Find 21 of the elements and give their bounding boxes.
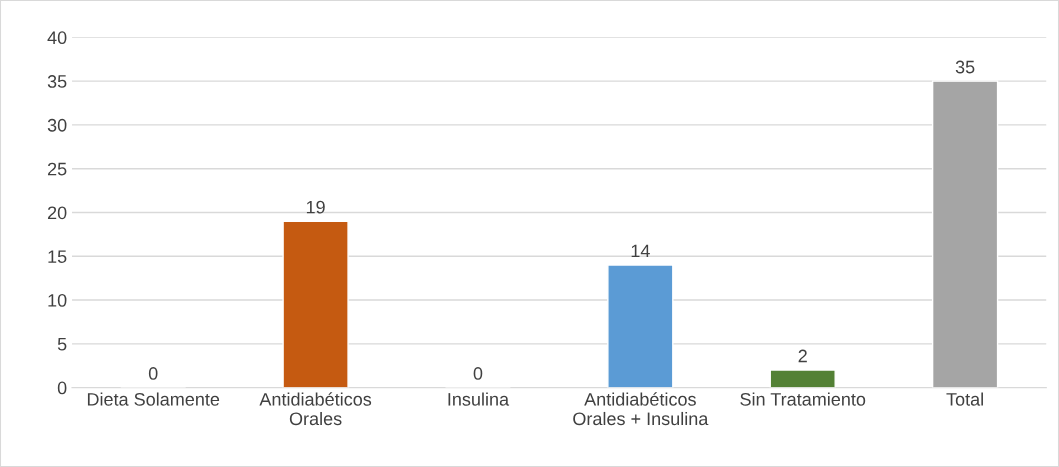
data-label: 14 — [631, 244, 650, 258]
data-label: 0 — [473, 367, 483, 380]
x-tick-label: Antidiabéticos Orales + Insulina — [573, 392, 709, 426]
y-tick-label: 40 — [47, 31, 67, 45]
y-tick-label: 15 — [48, 250, 67, 263]
data-label: 35 — [955, 60, 975, 74]
x-tick-label: Total — [946, 392, 983, 406]
y-tick-label: 5 — [57, 337, 67, 351]
x-tick-label: Insulina — [448, 392, 510, 406]
x-tick-label: Dieta Solamente — [87, 392, 220, 406]
y-tick-label: 35 — [47, 75, 67, 88]
y-tick-label: 30 — [47, 118, 67, 132]
x-tick-label: Antidiabéticos Orales — [259, 392, 372, 426]
data-label: 0 — [148, 367, 158, 380]
data-label: 2 — [798, 349, 807, 363]
y-tick-label: 10 — [48, 293, 67, 307]
y-tick-label: 0 — [57, 381, 67, 395]
y-tick-label: 20 — [47, 206, 67, 220]
x-tick-label: Sin Tratamiento — [740, 392, 866, 406]
y-tick-label: 25 — [47, 162, 67, 176]
data-label: 19 — [306, 200, 325, 214]
